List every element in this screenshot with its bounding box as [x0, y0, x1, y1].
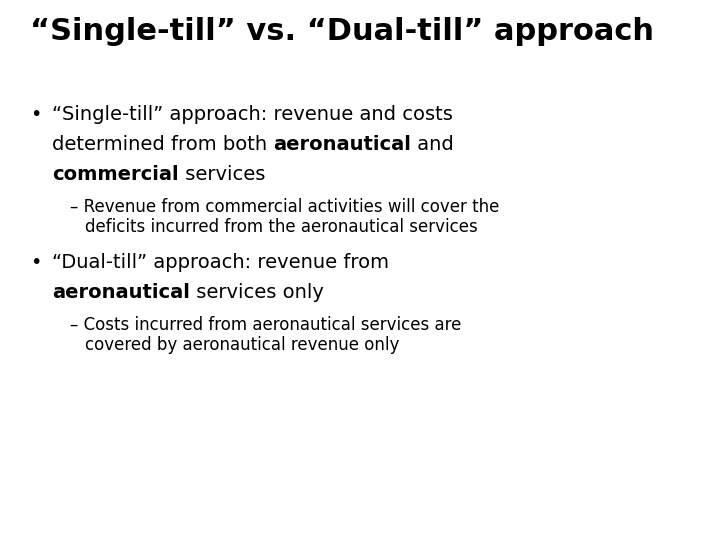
Text: covered by aeronautical revenue only: covered by aeronautical revenue only: [85, 336, 400, 354]
Text: •: •: [30, 105, 41, 124]
Text: services: services: [179, 165, 265, 184]
Text: – Revenue from commercial activities will cover the: – Revenue from commercial activities wil…: [70, 198, 500, 216]
Text: deficits incurred from the aeronautical services: deficits incurred from the aeronautical …: [85, 218, 478, 236]
Text: aeronautical: aeronautical: [52, 283, 190, 302]
Text: “Single-till” approach: revenue and costs: “Single-till” approach: revenue and cost…: [52, 105, 453, 124]
Text: “Single-till” vs. “Dual-till” approach: “Single-till” vs. “Dual-till” approach: [30, 17, 654, 46]
Text: aeronautical: aeronautical: [274, 135, 411, 154]
Text: “Dual-till” approach: revenue from: “Dual-till” approach: revenue from: [52, 253, 389, 272]
Text: – Costs incurred from aeronautical services are: – Costs incurred from aeronautical servi…: [70, 316, 462, 334]
Text: determined from both: determined from both: [52, 135, 274, 154]
Text: commercial: commercial: [52, 165, 179, 184]
Text: and: and: [411, 135, 454, 154]
Text: •: •: [30, 253, 41, 272]
Text: services only: services only: [190, 283, 324, 302]
